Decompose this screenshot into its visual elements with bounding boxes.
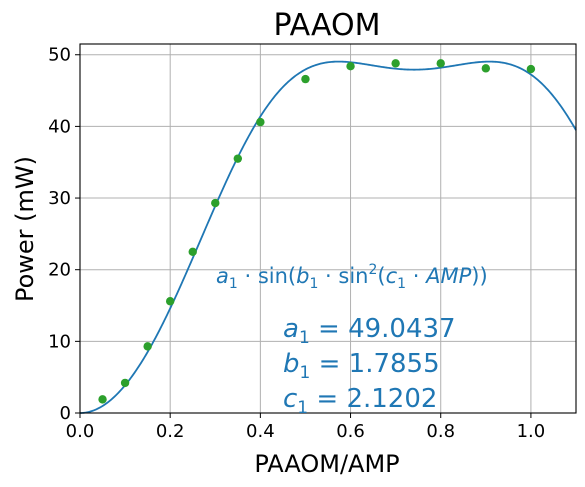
formula-close: )) (471, 264, 487, 288)
data-points-layer (98, 59, 536, 404)
data-point (165, 297, 175, 306)
data-point (391, 59, 400, 68)
data-point (481, 64, 491, 73)
data-point (143, 342, 152, 351)
y-tick-label: 50 (48, 45, 71, 66)
data-point (98, 395, 107, 404)
y-tick-label: 10 (48, 331, 71, 352)
param-c1-label: c1 = 2.1202 (283, 384, 437, 418)
formula-amp: AMP (424, 264, 471, 288)
axis-ticks: 0.0 0.2 0.4 0.6 0.8 1.0 0 10 20 30 40 50 (48, 45, 545, 442)
data-point (256, 117, 265, 127)
chart-title: PAAOM (273, 8, 380, 43)
x-tick-label: 1.0 (517, 421, 546, 442)
x-tick-label: 0.2 (156, 421, 185, 442)
x-axis-label: PAAOM/AMP (254, 450, 399, 478)
fit-formula-annotation: a1 · sin(b1 · sin2(c1 · AMP)) (216, 262, 488, 292)
x-tick-label: 0.6 (336, 421, 365, 442)
data-point (233, 154, 243, 163)
y-tick-label: 40 (48, 116, 71, 137)
formula-b-subscript: 1 (309, 276, 318, 292)
formula-dot: · (406, 264, 426, 288)
data-point (526, 64, 536, 74)
formula-a-symbol: a (216, 264, 229, 288)
y-tick-label: 0 (60, 403, 71, 424)
y-tick-label: 20 (48, 260, 71, 281)
data-point (301, 74, 310, 84)
formula-c-symbol: c (386, 264, 398, 288)
data-point (211, 198, 220, 208)
fit-curve-line (79, 60, 577, 414)
data-point (436, 59, 445, 68)
y-axis-label: Power (mW) (11, 156, 39, 302)
param-a1-label: a1 = 49.0437 (283, 314, 456, 348)
data-point (120, 378, 130, 388)
formula-a-subscript: 1 (229, 276, 238, 292)
data-point (188, 247, 197, 256)
fit-curve-layer (79, 60, 577, 414)
plot-frame (79, 43, 577, 414)
x-tick-label: 0.8 (426, 421, 455, 442)
x-tick-label: 0.4 (246, 421, 275, 442)
data-point (346, 62, 355, 71)
x-tick-label: 0.0 (66, 421, 95, 442)
formula-c-subscript: 1 (397, 276, 406, 292)
y-tick-label: 30 (48, 188, 71, 209)
formula-paren-open: ( (377, 264, 385, 288)
formula-b-symbol: b (296, 264, 309, 288)
formula-exponent: 2 (369, 262, 378, 278)
formula-sin2: · sin (318, 264, 368, 288)
param-b1-label: b1 = 1.7855 (283, 349, 440, 383)
formula-sin-open: · sin( (238, 264, 296, 288)
